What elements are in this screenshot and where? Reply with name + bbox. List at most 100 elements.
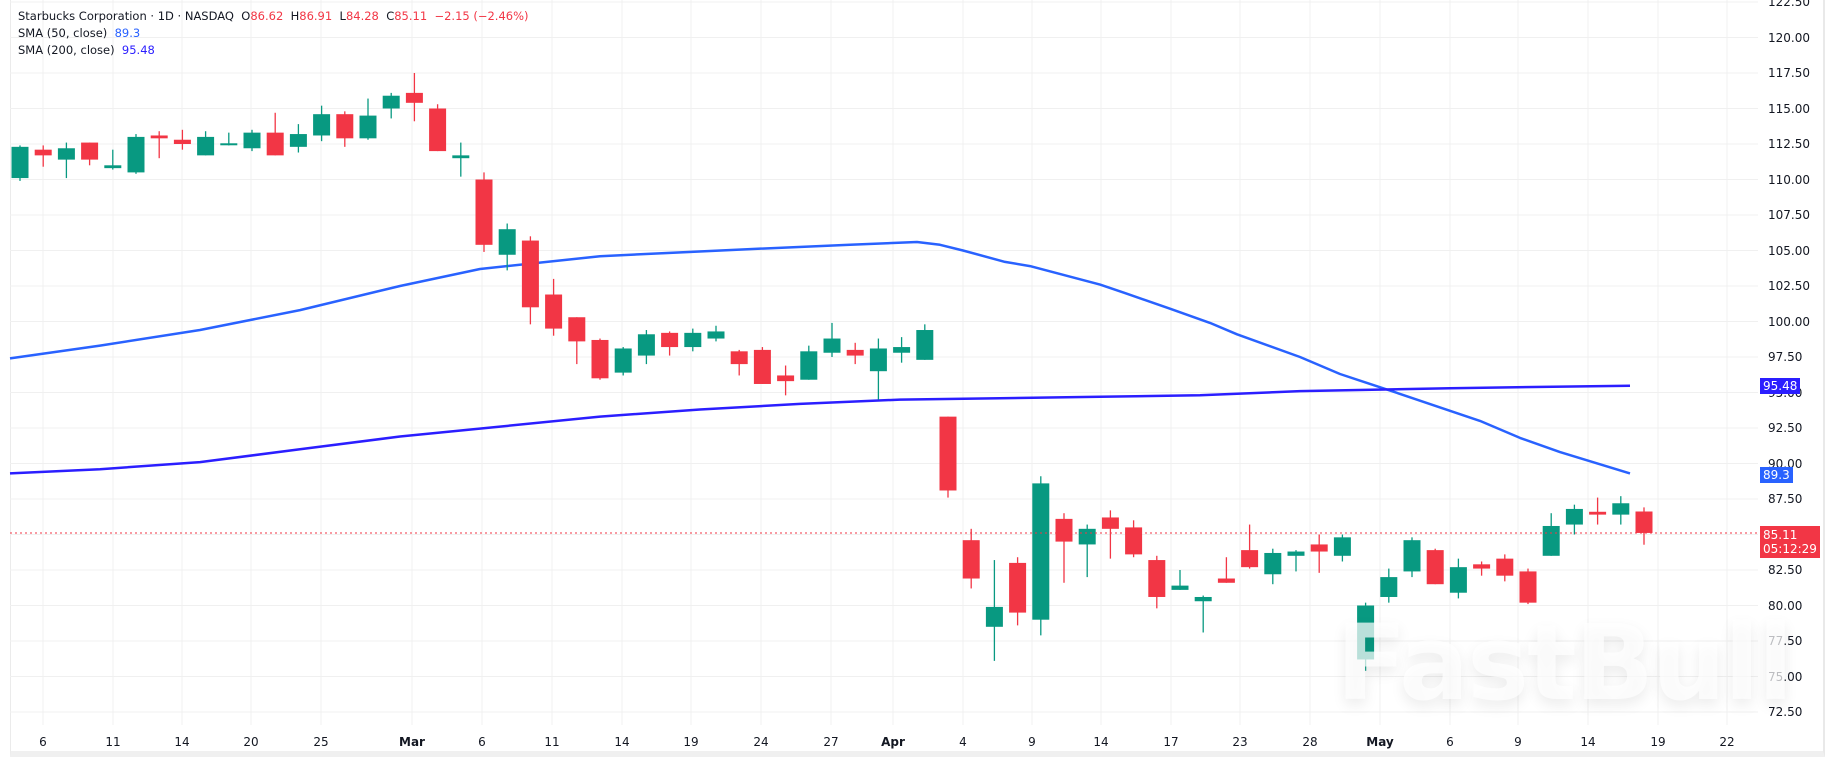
candle-up[interactable] (289, 124, 307, 153)
candle-up[interactable] (1194, 595, 1212, 633)
candle-down[interactable] (34, 145, 52, 167)
candle-down[interactable] (846, 342, 864, 365)
candle-down[interactable] (753, 347, 771, 384)
candle-down[interactable] (1519, 568, 1537, 605)
candle-down[interactable] (1217, 557, 1235, 583)
candle-up[interactable] (313, 105, 331, 142)
candle-up[interactable] (1542, 513, 1560, 556)
sma50-legend-row[interactable]: SMA (50, close) 89.3 (18, 25, 529, 42)
candle-down[interactable] (173, 129, 191, 150)
candle-up[interactable] (1565, 504, 1583, 535)
time-tick-label: 14 (614, 735, 630, 749)
candle-up[interactable] (684, 328, 702, 352)
candle-up[interactable] (1403, 537, 1421, 578)
price-tick-label: 100.00 (1768, 314, 1810, 329)
chart-legend: Starbucks Corporation · 1D · NASDAQ O86.… (18, 8, 529, 59)
candle-down[interactable] (962, 528, 980, 589)
candle-up[interactable] (57, 142, 75, 179)
candle-up[interactable] (197, 131, 215, 156)
sma200-legend-row[interactable]: SMA (200, close) 95.48 (18, 42, 529, 59)
candle-down[interactable] (661, 331, 679, 356)
price-tick-label: 105.00 (1768, 243, 1810, 258)
candle-down[interactable] (1635, 507, 1653, 545)
candle-up[interactable] (243, 129, 261, 152)
candle-up[interactable] (220, 132, 238, 146)
time-tick-label: 9 (1514, 735, 1522, 749)
time-tick-label: Mar (399, 735, 425, 749)
candle-down[interactable] (266, 112, 284, 156)
candle-down[interactable] (1496, 554, 1514, 582)
candle-up[interactable] (382, 92, 400, 119)
candle-up[interactable] (1612, 496, 1630, 525)
candle-up[interactable] (1032, 476, 1050, 636)
candle-up[interactable] (823, 322, 841, 357)
candle-down[interactable] (405, 73, 423, 122)
time-tick-label: 25 (313, 735, 329, 749)
candle-up[interactable] (1287, 550, 1305, 572)
candle-up[interactable] (869, 338, 887, 400)
price-tick-label: 117.50 (1768, 66, 1810, 80)
candle-up[interactable] (104, 149, 122, 170)
price-tick-label: 75.00 (1768, 669, 1803, 684)
close-label: C (386, 9, 395, 23)
candle-up[interactable] (637, 330, 655, 365)
candle-up[interactable] (1171, 570, 1189, 590)
last-price-value: 85.11 (1763, 528, 1798, 542)
candle-up[interactable] (498, 223, 516, 271)
candle-down[interactable] (1473, 561, 1491, 576)
candle-up[interactable] (985, 560, 1003, 661)
candle-down[interactable] (429, 104, 447, 152)
candle-down[interactable] (336, 111, 354, 147)
candle-down[interactable] (1055, 513, 1073, 583)
sma50-line[interactable] (9, 240, 1631, 475)
candle-up[interactable] (359, 98, 377, 140)
candle-down[interactable] (568, 317, 586, 365)
candle-up[interactable] (1357, 602, 1375, 671)
price-tick-label: 115.00 (1768, 101, 1810, 116)
candle-up[interactable] (614, 347, 632, 376)
last-price-tag: 85.11 05:12:29 (1760, 526, 1820, 558)
candle-down[interactable] (1148, 555, 1166, 609)
price-tick-label: 120.00 (1768, 30, 1810, 45)
candle-up[interactable] (127, 134, 145, 174)
candle-down[interactable] (939, 416, 957, 498)
price-tick-label: 110.00 (1768, 172, 1810, 187)
candle-down[interactable] (1241, 524, 1259, 569)
candle-up[interactable] (452, 142, 470, 177)
candle-down[interactable] (1426, 548, 1444, 585)
sma200-line[interactable] (9, 384, 1631, 475)
candle-up[interactable] (800, 345, 818, 380)
candle-up[interactable] (1264, 548, 1282, 585)
candle-down[interactable] (591, 338, 609, 380)
candle-down[interactable] (1125, 520, 1143, 558)
candle-down[interactable] (1009, 557, 1027, 626)
candle-down[interactable] (730, 349, 748, 376)
symbol-title[interactable]: Starbucks Corporation · 1D · NASDAQ (18, 9, 234, 23)
candle-up[interactable] (707, 325, 725, 342)
sma200-price-tag: 95.48 (1760, 378, 1801, 394)
candle-down[interactable] (1310, 534, 1328, 573)
price-tick-label: 102.50 (1768, 279, 1810, 293)
candle-up[interactable] (1333, 534, 1351, 562)
low-label: L (339, 9, 346, 23)
time-tick-label: 20 (243, 735, 259, 749)
candle-up[interactable] (916, 324, 934, 360)
candle-down[interactable] (150, 131, 168, 159)
candle-up[interactable] (1380, 568, 1398, 603)
candle-up[interactable] (1449, 558, 1467, 599)
bar-countdown: 05:12:29 (1763, 542, 1817, 556)
time-tick-label: Apr (881, 735, 905, 749)
candle-down[interactable] (545, 278, 563, 336)
time-tick-label: 28 (1302, 735, 1318, 749)
candle-down[interactable] (1101, 510, 1119, 559)
candle-down[interactable] (475, 172, 493, 252)
price-tick-label: 82.50 (1768, 563, 1803, 577)
candle-down[interactable] (521, 236, 539, 325)
time-tick-label: 27 (823, 735, 839, 749)
candle-down[interactable] (1589, 497, 1607, 525)
candle-down[interactable] (777, 365, 795, 396)
candle-down[interactable] (81, 142, 99, 166)
candle-up[interactable] (11, 145, 29, 181)
candle-up[interactable] (893, 337, 911, 363)
